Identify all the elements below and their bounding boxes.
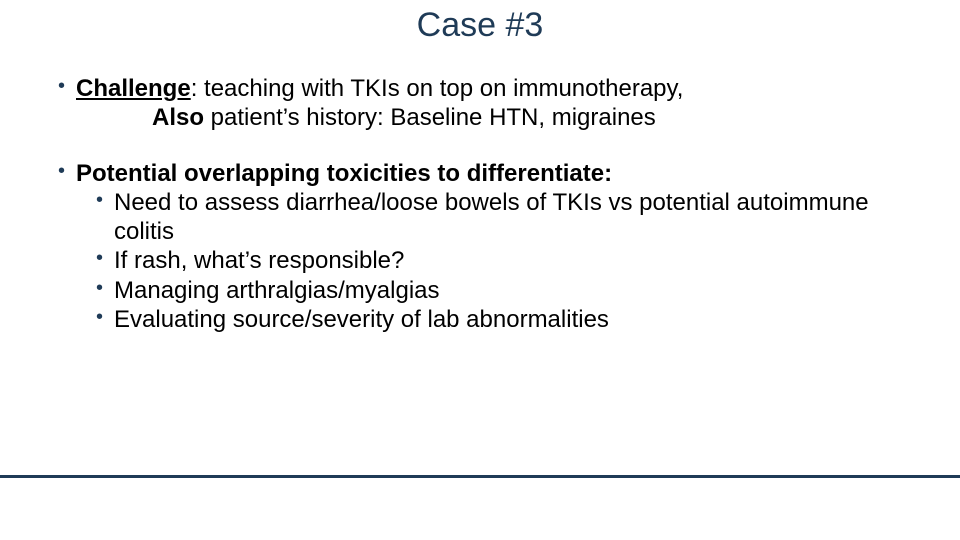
sub-bullet-1: If rash, what’s responsible? — [96, 246, 902, 275]
sub-bullet-0: Need to assess diarrhea/loose bowels of … — [96, 188, 902, 247]
bullet-potential: Potential overlapping toxicities to diff… — [58, 159, 902, 188]
bullet-challenge-label: Challenge — [76, 75, 191, 102]
bullet-potential-label: Potential overlapping toxicities to diff… — [76, 160, 612, 187]
spacer — [58, 133, 902, 159]
bullet-challenge-rest: patient’s history: Baseline HTN, migrain… — [204, 104, 656, 131]
sub-bullet-2: Managing arthralgias/myalgias — [96, 276, 902, 305]
bullet-challenge: Challenge: teaching with TKIs on top on … — [58, 74, 902, 103]
slide-title: Case #3 — [0, 6, 960, 45]
slide: Case #3 Challenge: teaching with TKIs on… — [0, 0, 960, 540]
sub-bullet-3: Evaluating source/severity of lab abnorm… — [96, 305, 902, 334]
bullet-challenge-text1: : teaching with TKIs on top on immunothe… — [191, 75, 684, 102]
bullet-challenge-line2: Also patient’s history: Baseline HTN, mi… — [58, 103, 902, 132]
slide-body: Challenge: teaching with TKIs on top on … — [58, 74, 902, 334]
bullet-challenge-also: Also — [152, 104, 204, 131]
footer-divider — [0, 475, 960, 478]
